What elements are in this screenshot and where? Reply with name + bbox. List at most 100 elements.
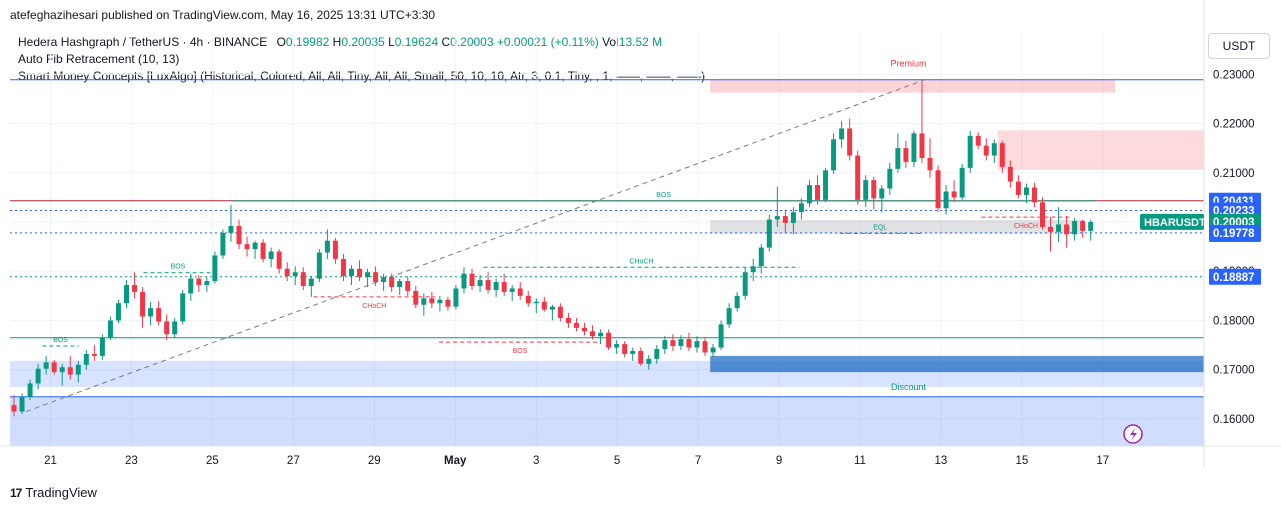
candle (541, 296, 547, 312)
candle-body (91, 353, 97, 356)
price-label-text: 0.18887 (1213, 272, 1255, 284)
legend-indicator-fib[interactable]: Auto Fib Retracement (10, 13) (18, 52, 180, 66)
zone-premium (710, 79, 1115, 93)
candle (1064, 216, 1070, 248)
candle-body (622, 344, 628, 354)
candle (43, 355, 49, 375)
legend-h-label: H (332, 35, 342, 49)
candle (686, 332, 692, 351)
candle-body (782, 216, 788, 223)
candle-body (1040, 202, 1045, 227)
candle-body (381, 277, 387, 283)
candle (557, 303, 563, 322)
structure-label-choch: CHoCH (629, 258, 653, 265)
legend-close: 0.20003 (450, 35, 494, 49)
candle (324, 229, 330, 259)
lightning-icon[interactable] (1123, 424, 1143, 444)
candle-body (951, 191, 957, 198)
candle (509, 285, 515, 301)
candle-body (718, 324, 724, 348)
candle (11, 395, 17, 417)
candle (180, 289, 186, 325)
candle-body (983, 145, 989, 156)
candle-body (871, 180, 877, 199)
candle-body (573, 322, 579, 328)
time-tick-label: 11 (854, 455, 866, 467)
candle (485, 272, 491, 294)
candle-body (429, 298, 435, 304)
candle-body (847, 128, 853, 156)
candle (758, 244, 764, 274)
candle-body (485, 280, 491, 290)
legend-low: 0.19624 (394, 35, 439, 49)
candle-body (413, 290, 419, 305)
legend-ohlc-row: Hedera Hashgraph / TetherUS · 4h · BINAN… (18, 34, 705, 51)
candle-body (1072, 221, 1078, 235)
candle (1040, 197, 1045, 230)
candle (477, 275, 483, 292)
candle (340, 254, 346, 282)
legend-volume: 13.52 M (618, 35, 663, 49)
candle-body (445, 299, 451, 307)
currency-button[interactable]: USDT (1208, 33, 1270, 59)
candle (823, 167, 829, 203)
candle-body (903, 148, 909, 162)
time-tick-label: 27 (287, 455, 300, 467)
publisher-line: atefeghazihesari published on TradingVie… (10, 8, 436, 22)
legend-symbol[interactable]: Hedera Hashgraph / TetherUS · 4h · BINAN… (18, 35, 268, 49)
candle (847, 118, 853, 161)
candle (373, 266, 379, 286)
time-tick-label: 21 (44, 455, 57, 467)
candle-body (1031, 187, 1037, 203)
legend-o-label: O (276, 35, 286, 49)
candle-body (541, 301, 547, 310)
candle (316, 249, 322, 283)
candle (839, 121, 845, 149)
candle-body (815, 185, 821, 200)
candle-body (758, 247, 764, 267)
candle-body (678, 339, 684, 347)
candle (35, 363, 41, 390)
candle (397, 278, 403, 295)
fib-trend-line (26, 79, 925, 413)
candle (292, 266, 298, 286)
candle (798, 198, 804, 220)
candle-body (477, 280, 483, 286)
candle-body (1023, 187, 1029, 195)
zone-label-discount: Discount (891, 382, 927, 392)
candle-body (831, 139, 837, 171)
candle (863, 175, 869, 208)
candle (469, 268, 475, 290)
candle (903, 140, 909, 168)
footer-brand[interactable]: 17 TradingView (10, 485, 97, 500)
candle (437, 295, 443, 312)
candle-body (493, 282, 499, 290)
candle-body (774, 216, 780, 220)
candle-body (300, 272, 306, 286)
candle (670, 334, 676, 351)
candle-body (1064, 224, 1070, 235)
candle-body (389, 277, 395, 287)
candle-body (806, 185, 812, 204)
candle-body (373, 272, 379, 283)
candle-body (1080, 221, 1086, 231)
candle (348, 265, 354, 286)
candle-body (582, 327, 587, 332)
candle-body (115, 303, 121, 321)
candle (244, 236, 250, 257)
candle-body (51, 362, 57, 373)
candle (228, 204, 234, 242)
candle-body (204, 281, 210, 286)
symbol-tag: HBARUSDT (1140, 213, 1206, 230)
candle (107, 316, 113, 341)
candle-body (11, 405, 17, 412)
candle (196, 275, 202, 292)
candle-body (453, 288, 459, 307)
candle (204, 277, 210, 292)
candle (959, 163, 965, 200)
candle-body (348, 268, 354, 277)
candle-body (19, 396, 25, 412)
candle-body (1015, 181, 1021, 195)
candle-body (839, 128, 845, 140)
